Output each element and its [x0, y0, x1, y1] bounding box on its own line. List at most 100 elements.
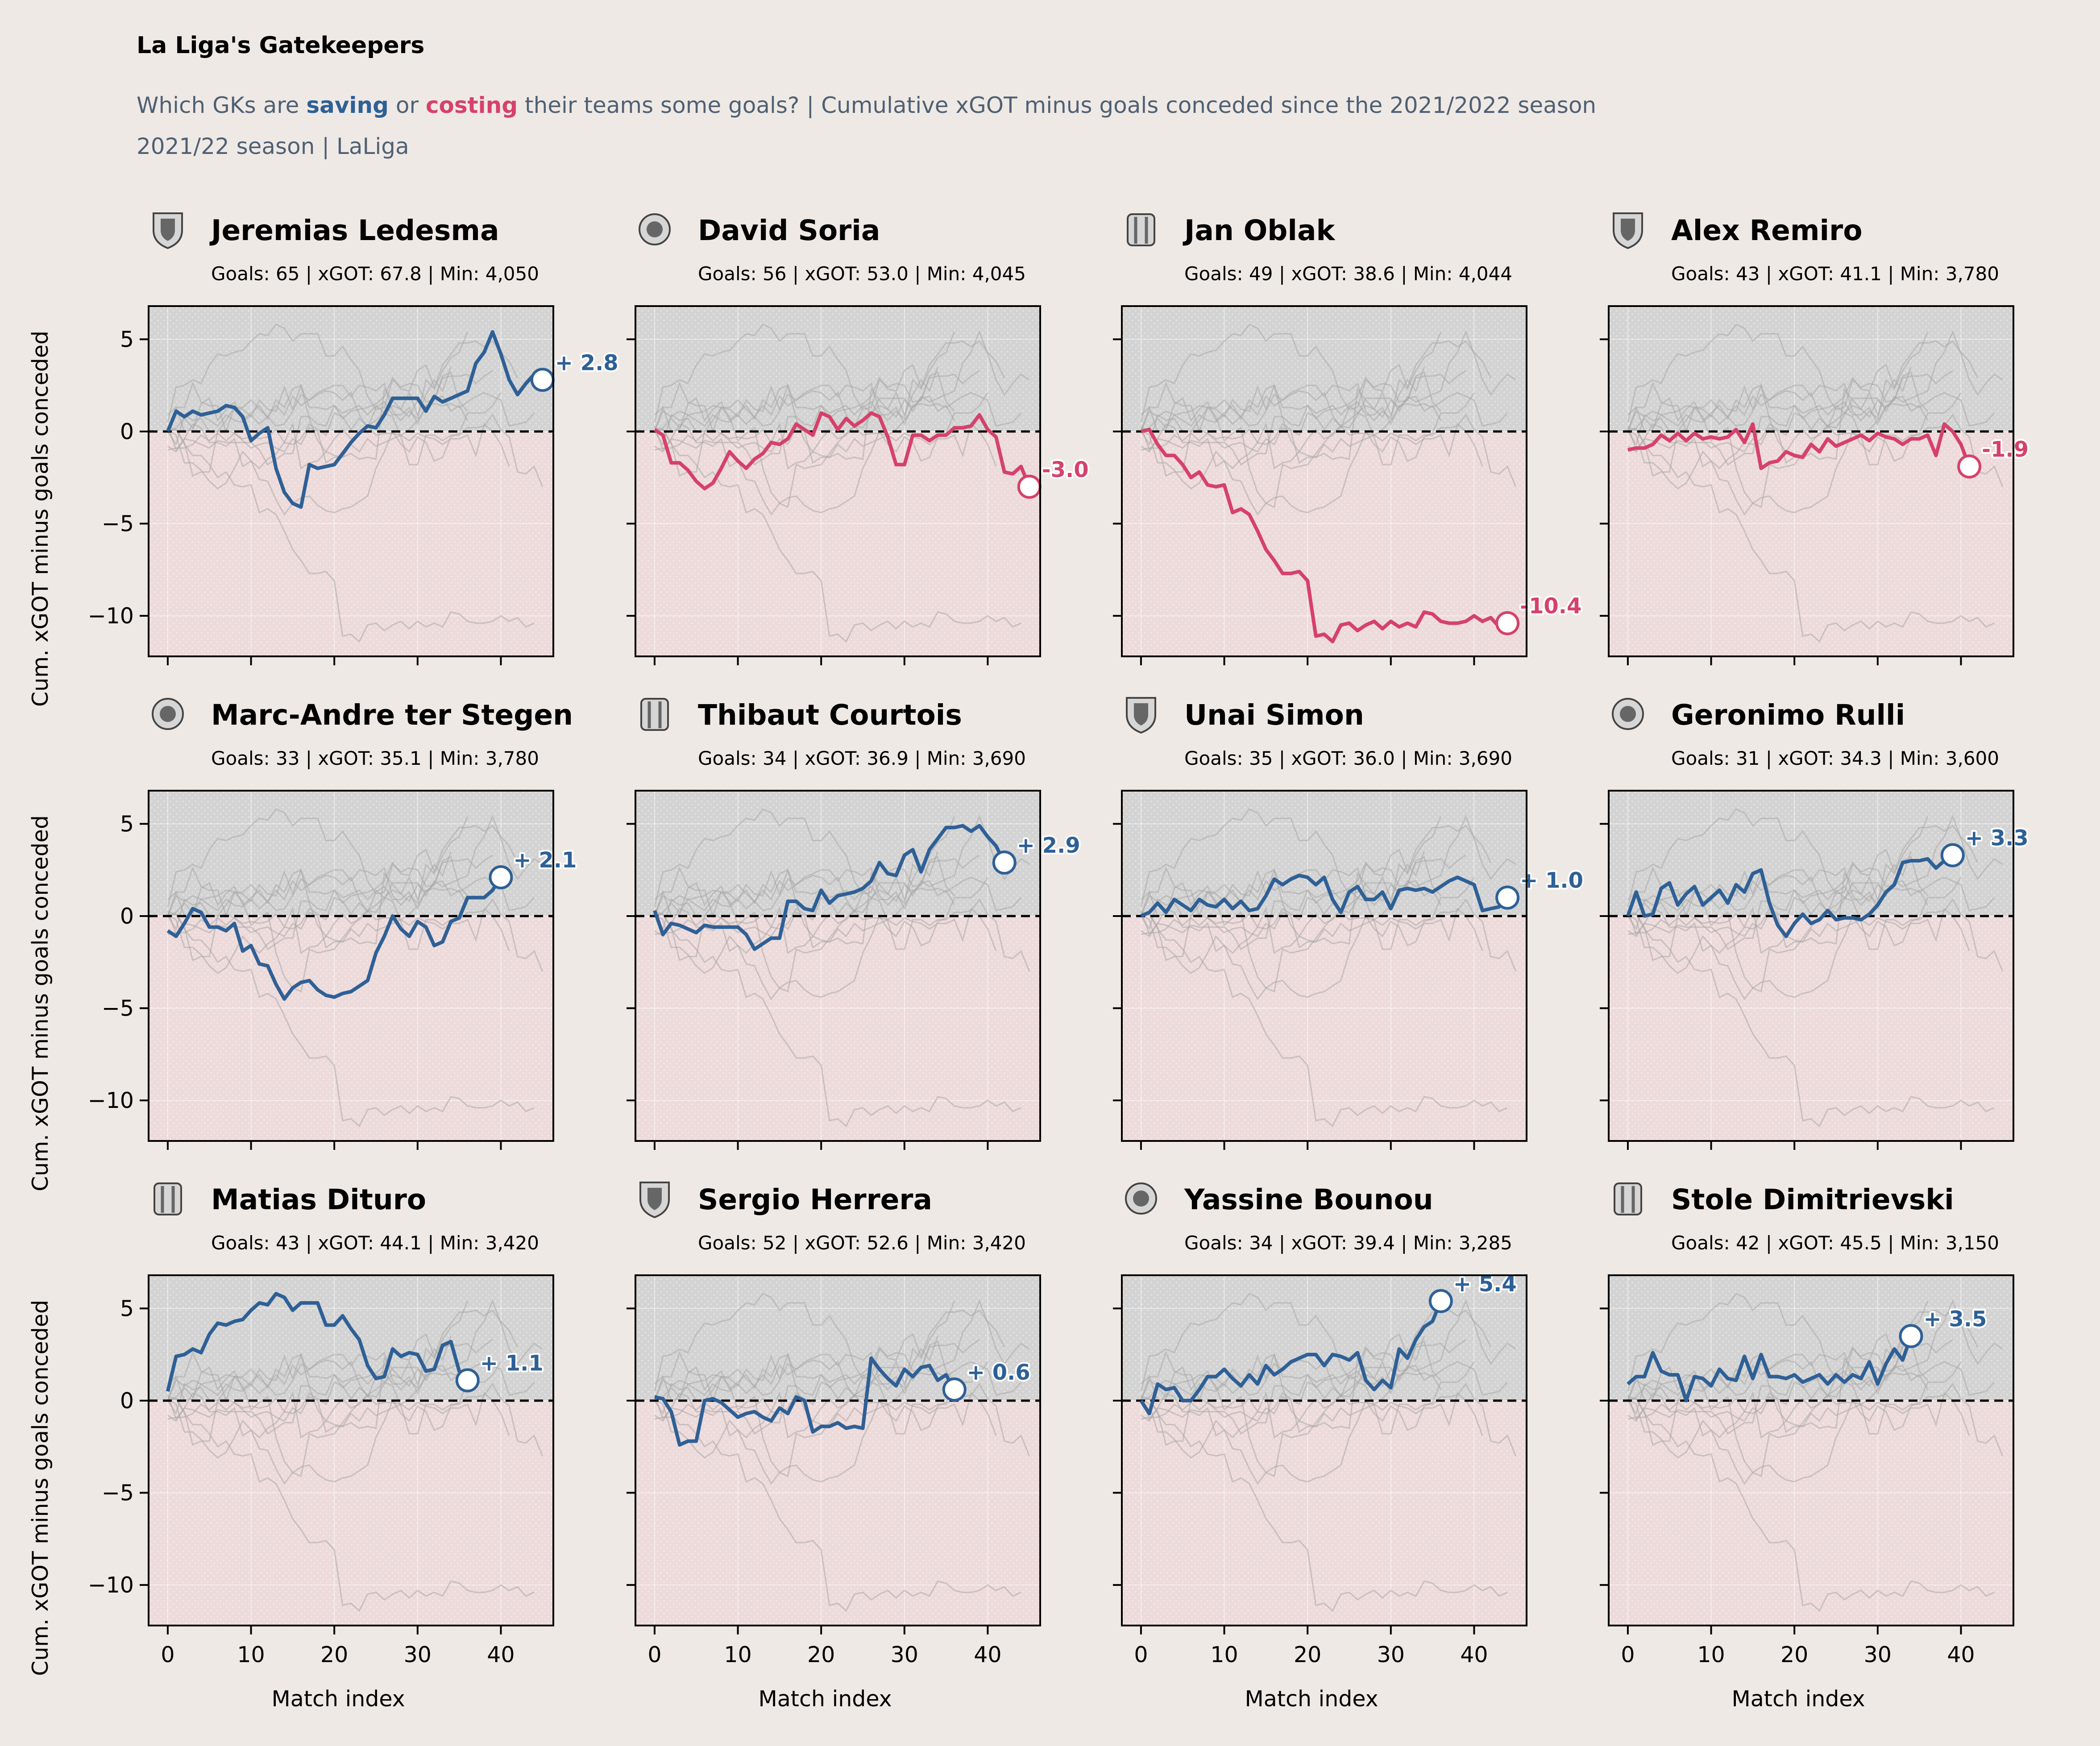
background-series-line	[1140, 332, 1442, 446]
series-line	[1627, 1335, 1913, 1402]
goalkeeper-stats: Goals: 49 | xGOT: 38.6 | Min: 4,044	[1184, 263, 1512, 285]
goalkeeper-name: Unai Simon	[1184, 699, 1364, 731]
x-tick-label: 30	[891, 1642, 918, 1667]
y-tick-label: 5	[120, 327, 134, 352]
background-series-line	[1141, 906, 1483, 954]
y-tick-label: 5	[120, 811, 134, 837]
background-series-line	[654, 1381, 1030, 1459]
y-tick-label: −5	[102, 1481, 134, 1506]
background-series-line	[167, 1398, 535, 1612]
background-series-line	[1627, 1391, 1970, 1439]
background-series-line	[167, 1391, 510, 1439]
background-series-line	[167, 1301, 469, 1415]
subtitle-costing: costing	[425, 92, 518, 118]
background-series-line	[654, 366, 938, 434]
series-line	[1140, 874, 1509, 918]
final-marker	[1495, 885, 1520, 910]
background-series-line	[654, 913, 1021, 1128]
axes-frame	[1121, 1274, 1527, 1626]
goalkeeper-stats: Goals: 65 | xGOT: 67.8 | Min: 4,050	[211, 263, 539, 285]
background-series-line	[167, 323, 468, 423]
background-series-line	[654, 1361, 988, 1485]
villarreal-crest-icon	[1612, 698, 1644, 730]
axes-frame	[1608, 305, 2014, 657]
subtitle-saving: saving	[306, 92, 389, 118]
costing-zone	[1609, 1400, 2013, 1626]
x-tick-label: 0	[161, 1642, 174, 1667]
background-series-line	[1140, 366, 1425, 434]
background-series-line	[1140, 330, 1516, 508]
series-line	[1139, 1300, 1443, 1415]
goalkeeper-name: Sergio Herrera	[698, 1183, 932, 1216]
goalkeeper-name: David Soria	[698, 214, 880, 247]
axes-frame	[148, 305, 554, 657]
background-series-line	[1627, 1299, 2003, 1477]
panel: + 1.0	[1113, 790, 1585, 1150]
goalkeeper-stats: Goals: 31 | xGOT: 34.3 | Min: 3,600	[1671, 747, 1999, 769]
celta-crest-icon	[154, 1182, 182, 1215]
background-series-line	[1141, 1398, 1508, 1612]
x-tick-label: 30	[1864, 1642, 1892, 1667]
background-series-line	[1627, 1381, 2004, 1459]
y-tick-label: 0	[120, 419, 134, 444]
cadiz-crest-icon	[153, 212, 183, 249]
background-series-line	[654, 330, 1030, 508]
chart-subtitle: Which GKs are saving or costing their te…	[137, 85, 1596, 167]
goalkeeper-stats: Goals: 33 | xGOT: 35.1 | Min: 3,780	[211, 747, 539, 769]
axes-frame	[1608, 790, 2014, 1142]
background-series-line	[1140, 814, 1516, 993]
x-axis-label: Match index	[1731, 1686, 1865, 1712]
x-tick-label: 0	[1621, 1642, 1635, 1667]
final-marker	[992, 850, 1017, 875]
goalkeeper-name: Alex Remiro	[1671, 214, 1863, 247]
goalkeeper-stats: Goals: 56 | xGOT: 53.0 | Min: 4,045	[698, 263, 1026, 285]
y-tick-label: −5	[102, 511, 134, 537]
costing-zone	[1122, 431, 1527, 656]
x-tick-label: 0	[1134, 1642, 1148, 1667]
goalkeeper-stats: Goals: 42 | xGOT: 45.5 | Min: 3,150	[1671, 1232, 1999, 1254]
axes-frame	[635, 790, 1041, 1142]
background-series-line	[1627, 323, 1928, 423]
background-series-line	[167, 1299, 543, 1477]
background-series-line	[1141, 392, 1475, 516]
series-line	[653, 824, 1006, 951]
background-series-line	[1627, 913, 1995, 1128]
series-line	[166, 876, 502, 1001]
background-series-line	[1627, 1293, 1928, 1392]
x-tick-label: 10	[1697, 1642, 1725, 1667]
final-marker	[1957, 454, 1982, 479]
background-series-line	[1141, 422, 1483, 470]
background-series-line	[167, 896, 544, 974]
osasuna-crest-icon	[639, 1182, 670, 1218]
x-tick-label: 20	[1780, 1642, 1808, 1667]
final-value-label: -3.0	[1042, 457, 1089, 482]
goalkeeper-stats: Goals: 34 | xGOT: 39.4 | Min: 3,285	[1184, 1232, 1512, 1254]
goalkeeper-name: Jan Oblak	[1184, 214, 1335, 247]
series-line	[1141, 427, 1508, 643]
x-tick-label: 20	[807, 1642, 835, 1667]
background-series-line	[167, 814, 543, 993]
goalkeeper-stats: Goals: 43 | xGOT: 41.1 | Min: 3,780	[1671, 263, 1999, 285]
x-axis-label: Match index	[758, 1686, 892, 1712]
final-marker	[489, 865, 513, 890]
background-series-line	[654, 1293, 955, 1392]
goalkeeper-stats: Goals: 35 | xGOT: 36.0 | Min: 3,690	[1184, 747, 1512, 769]
rayo-crest-icon	[1614, 1182, 1642, 1215]
background-series-line	[1627, 896, 2004, 974]
final-value-label: + 0.6	[967, 1360, 1030, 1385]
background-series-line	[1627, 808, 1928, 907]
background-series-line	[1627, 366, 1912, 434]
background-series-line	[167, 906, 510, 954]
goalkeeper-name: Thibaut Courtois	[698, 699, 962, 731]
background-series-line	[1141, 913, 1508, 1128]
final-value-label: + 2.1	[513, 848, 577, 873]
x-axis-label: Match index	[271, 1686, 405, 1712]
background-series-line	[654, 851, 938, 918]
background-series-line	[1140, 808, 1441, 907]
panel: + 5.40 10 20 30 40	[1113, 1270, 1527, 1667]
x-tick-label: 40	[1460, 1642, 1488, 1667]
y-tick-label: −10	[88, 603, 134, 629]
panel: + 2.8 5 0 −5 −10	[88, 305, 620, 665]
background-series-line	[1140, 1335, 1425, 1403]
goalkeeper-name: Marc-Andre ter Stegen	[211, 699, 573, 731]
